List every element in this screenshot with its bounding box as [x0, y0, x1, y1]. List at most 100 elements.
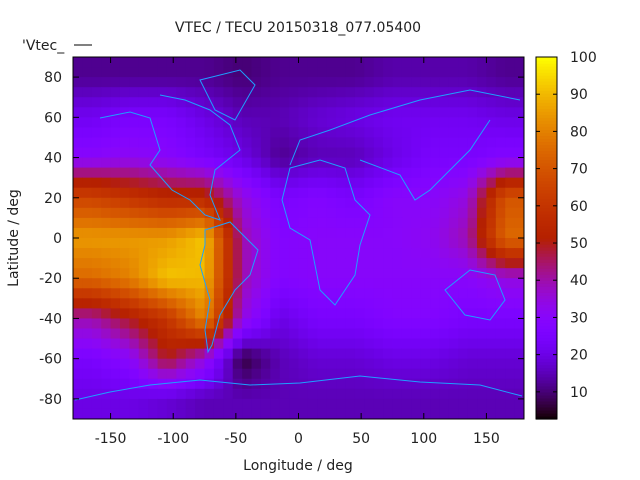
heatmap-cell [336, 107, 346, 118]
heatmap-cell [430, 358, 440, 370]
heatmap-cell [148, 57, 159, 68]
heatmap-cell [213, 308, 224, 319]
heatmap-cell [101, 97, 112, 108]
heatmap-cell [486, 358, 497, 370]
y-tick-label: 20 [44, 191, 62, 207]
heatmap-cell [204, 87, 215, 98]
heatmap-cell [317, 97, 328, 108]
heatmap-cell [514, 87, 525, 98]
heatmap-cell [176, 177, 187, 189]
heatmap-cell [317, 268, 328, 279]
heatmap-cell [317, 137, 328, 148]
heatmap-cell [336, 87, 346, 98]
heatmap-cell [448, 217, 459, 229]
heatmap-cell [251, 157, 262, 169]
heatmap-cell [251, 388, 262, 400]
heatmap-cell [448, 318, 459, 329]
heatmap-cell [73, 318, 83, 329]
colorbar-segment [536, 156, 557, 161]
heatmap-cell [148, 67, 159, 78]
heatmap-cell [270, 288, 281, 299]
heatmap-cell [477, 408, 487, 420]
heatmap-cell [232, 147, 243, 159]
heatmap-cell [101, 227, 112, 239]
heatmap-cell [129, 77, 140, 88]
heatmap-cell [289, 348, 299, 360]
heatmap-cell [326, 137, 337, 148]
heatmap-cell [326, 258, 337, 269]
heatmap-cell [354, 137, 365, 148]
heatmap-cell [477, 298, 487, 309]
colorbar-segment [536, 397, 557, 402]
heatmap-cell [411, 378, 422, 390]
heatmap-cell [514, 358, 525, 370]
heatmap-cell [420, 408, 431, 420]
heatmap-cell [213, 197, 224, 209]
heatmap-cell [101, 378, 112, 390]
heatmap-cell [383, 318, 393, 329]
heatmap-cell [232, 328, 243, 340]
heatmap-cell [176, 408, 187, 420]
heatmap-cell [129, 358, 140, 370]
colorbar-border [535, 56, 558, 420]
heatmap-cell [298, 157, 309, 169]
heatmap-cell [176, 57, 187, 68]
heatmap-cell [260, 187, 271, 199]
heatmap-cell [495, 97, 506, 108]
heatmap-cell [195, 358, 206, 370]
heatmap-cell [420, 197, 431, 209]
heatmap-cell [354, 318, 365, 329]
colorbar-segment [536, 313, 557, 318]
heatmap-cell [289, 57, 299, 68]
heatmap-cell [486, 177, 497, 189]
heatmap-cell [195, 338, 206, 350]
colorbar-tick-label: 60 [570, 199, 588, 215]
heatmap-cell [420, 107, 431, 118]
heatmap-cell [401, 308, 412, 319]
heatmap-cell [176, 157, 187, 169]
heatmap-cell [289, 268, 299, 279]
heatmap-cell [401, 298, 412, 309]
heatmap-cell [289, 248, 299, 259]
heatmap-cell [242, 217, 253, 229]
heatmap-cell [514, 238, 525, 249]
heatmap-cell [251, 358, 262, 370]
heatmap-cell [223, 127, 234, 138]
heatmap-cell [73, 248, 83, 259]
heatmap-cell [176, 217, 187, 229]
heatmap-cell [383, 117, 393, 128]
heatmap-cell [232, 408, 243, 420]
heatmap-cell [213, 57, 224, 68]
heatmap-cell [82, 157, 93, 169]
heatmap-cell [289, 358, 299, 370]
heatmap-cell [176, 187, 187, 199]
heatmap-cell [430, 408, 440, 420]
y-tick-label: 60 [44, 110, 62, 126]
heatmap-cell [223, 278, 234, 289]
heatmap-cell [401, 87, 412, 98]
heatmap-cell [505, 238, 516, 249]
heatmap-cell [148, 177, 159, 189]
heatmap-cell [373, 388, 384, 400]
heatmap-cell [213, 207, 224, 219]
heatmap-cell [166, 157, 177, 169]
heatmap-cell [373, 87, 384, 98]
heatmap-cell [345, 107, 356, 118]
heatmap-cell [336, 217, 346, 229]
heatmap-cell [223, 288, 234, 299]
heatmap-cell [411, 238, 422, 249]
heatmap-cell [467, 57, 478, 68]
x-tick-label: 0 [294, 431, 303, 447]
colorbar-segment [536, 373, 557, 378]
heatmap-cell [439, 127, 450, 138]
heatmap-cell [373, 288, 384, 299]
heatmap-cell [467, 398, 478, 410]
heatmap-cell [101, 87, 112, 98]
heatmap-cell [195, 107, 206, 118]
heatmap-cell [345, 338, 356, 350]
heatmap-cell [345, 177, 356, 189]
heatmap-cell [486, 127, 497, 138]
heatmap-cell [119, 338, 130, 350]
heatmap-cell [148, 368, 159, 380]
heatmap-cell [270, 97, 281, 108]
